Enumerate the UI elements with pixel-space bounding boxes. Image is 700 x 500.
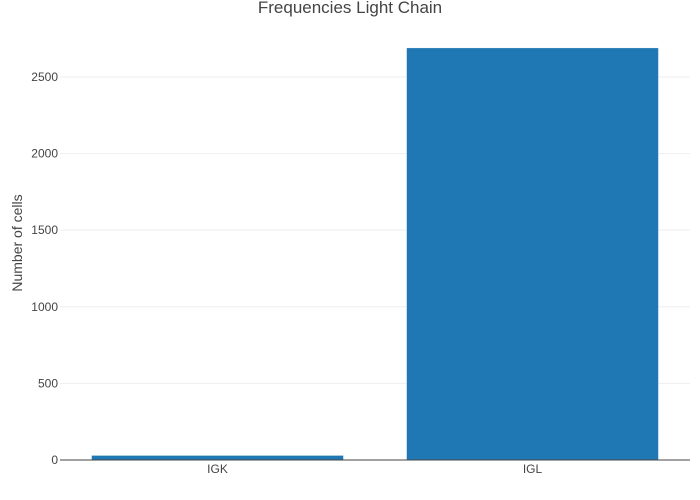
- x-tick-label: IGK: [207, 462, 228, 476]
- bar-igl: [406, 47, 659, 461]
- y-tick-label: 2500: [31, 70, 58, 84]
- y-tick-label: 500: [38, 376, 58, 390]
- bars: [91, 47, 659, 461]
- y-axis-label: Number of cells: [9, 194, 25, 291]
- y-tick-label: 1000: [31, 300, 58, 314]
- chart-title: Frequencies Light Chain: [258, 0, 442, 17]
- x-axis-ticks: IGK IGL: [207, 462, 542, 476]
- y-tick-label: 2000: [31, 147, 58, 161]
- y-tick-label: 1500: [31, 223, 58, 237]
- y-axis-ticks: 0 500 1000 1500 2000 2500: [31, 70, 66, 467]
- y-tick-label: 0: [51, 453, 58, 467]
- x-tick-label: IGL: [523, 462, 543, 476]
- bar-igk: [91, 455, 344, 461]
